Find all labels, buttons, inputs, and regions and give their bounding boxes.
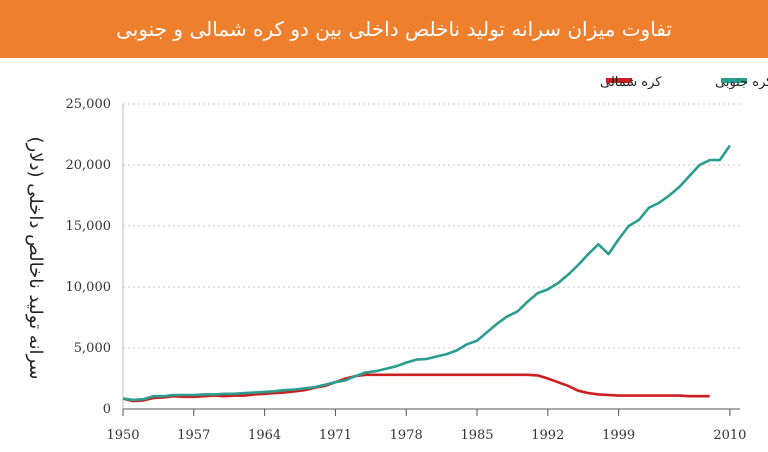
legend-label-north-korea: کره شمالی xyxy=(600,75,662,90)
series-lines xyxy=(122,144,731,403)
x-axis-ticks: 1950 1957 1964 1971 1978 1985 1992 1999 2010 xyxy=(106,409,746,443)
x-tick-label: 1999 xyxy=(602,428,635,443)
legend-swatch-north-korea xyxy=(606,78,632,83)
x-tick-label: 1964 xyxy=(248,428,281,443)
grid-lines xyxy=(123,103,740,349)
legend-label-south-korea: کره جنوبی xyxy=(715,75,768,90)
x-tick-label: 1971 xyxy=(319,428,352,443)
title-banner: تفاوت میزان سرانه تولید ناخلص داخلی بین … xyxy=(0,0,768,58)
axes xyxy=(122,104,740,410)
y-tick-label: 0 xyxy=(103,402,111,417)
x-tick-label: 1957 xyxy=(177,428,210,443)
y-tick-label: 15,000 xyxy=(66,219,112,234)
y-tick-label: 10,000 xyxy=(66,280,112,295)
x-tick-label: 1950 xyxy=(106,428,139,443)
x-tick-label: 2010 xyxy=(713,428,746,443)
x-tick-label: 1985 xyxy=(460,428,493,443)
chart-title: تفاوت میزان سرانه تولید ناخلص داخلی بین … xyxy=(116,17,672,41)
y-axis-ticks: 0 5,000 10,000 15,000 20,000 25,000 xyxy=(66,97,112,417)
x-tick-label: 1978 xyxy=(390,428,423,443)
y-tick-label: 20,000 xyxy=(66,158,112,173)
y-tick-label: 5,000 xyxy=(74,341,111,356)
legend: کره جنوبی کره شمالی xyxy=(600,75,768,90)
legend-swatch-south-korea xyxy=(721,78,747,83)
y-tick-label: 25,000 xyxy=(66,97,112,112)
x-tick-label: 1992 xyxy=(531,428,564,443)
series-line-south-korea xyxy=(122,144,731,402)
series-line-north-korea xyxy=(122,373,710,403)
y-axis-label: سرانه تولید ناخالص داخلی (دلار) xyxy=(25,137,46,380)
